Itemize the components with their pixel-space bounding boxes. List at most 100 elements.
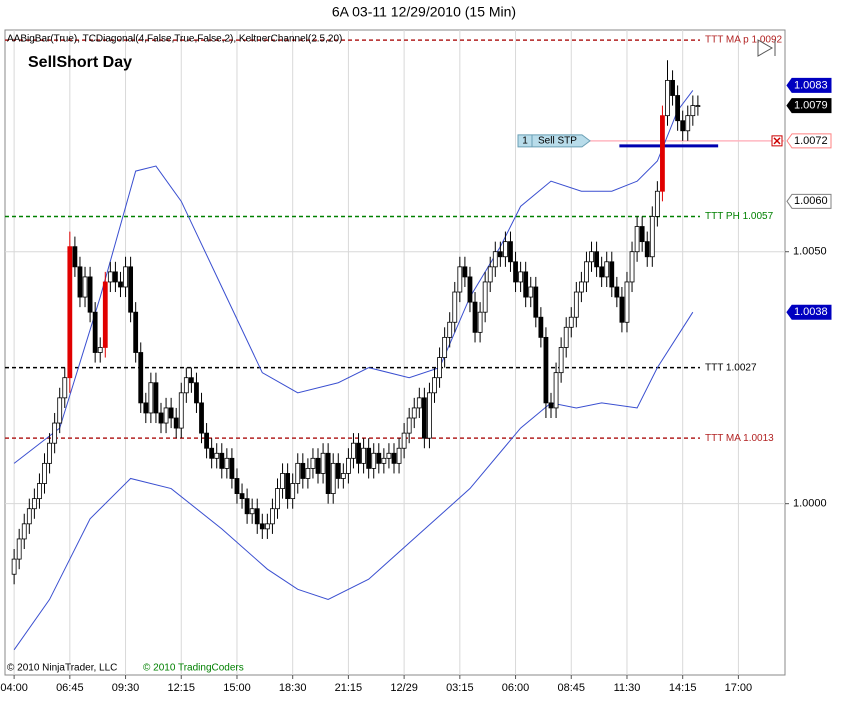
candle-body [376, 452, 382, 464]
candle-body [629, 251, 635, 283]
x-tick-label: 12:15 [167, 682, 195, 694]
price-marker-label: 1.0060 [794, 195, 828, 207]
candle-body [158, 412, 164, 424]
candle-body [325, 452, 331, 494]
band-line [13, 311, 694, 651]
candle-body [224, 457, 230, 469]
candle-body [381, 457, 387, 464]
candle-body [432, 377, 437, 394]
candle-body [31, 498, 37, 510]
candle-body [508, 241, 513, 263]
candle-body [153, 382, 159, 414]
cancel-x [773, 137, 781, 145]
candle-body [609, 261, 615, 288]
x-tick-label: 17:00 [725, 682, 753, 694]
candle-body [366, 447, 372, 469]
order-cancel[interactable] [771, 135, 783, 147]
candle-body [52, 422, 58, 444]
candle-body [26, 508, 32, 525]
candle-body [406, 417, 412, 434]
price-marker-box [786, 77, 832, 93]
x-tick-label: 04:00 [0, 682, 28, 694]
price-marker-box [786, 193, 832, 209]
candle-body [351, 442, 356, 459]
candle-body [37, 483, 42, 500]
candle-body [533, 286, 539, 318]
candle-body [199, 402, 204, 434]
candle-body [219, 452, 225, 469]
level-label: TTT PH 1.0057 [705, 211, 774, 222]
candle-body [437, 357, 442, 379]
price-marker-label: 1.0038 [794, 306, 828, 318]
candle-body [695, 105, 701, 107]
candle-body [148, 382, 154, 414]
strategy-label: SellShort Day [28, 54, 132, 71]
candle-body [624, 281, 630, 323]
candle-body [82, 276, 88, 298]
candle-body [204, 432, 209, 449]
candle-body [143, 402, 149, 414]
candle-body [123, 266, 128, 288]
candle-body [477, 311, 483, 333]
candle-body [128, 266, 134, 313]
candle-body [335, 462, 341, 479]
candle-body [416, 397, 422, 409]
price-marker-box [786, 98, 832, 114]
candle-body [660, 115, 665, 192]
candle-body [249, 508, 255, 515]
candle-body [614, 286, 620, 298]
level-label: TTT MA p 1.0092 [705, 35, 783, 46]
vendor: © 2010 TradingCoders [143, 663, 244, 674]
candle-body [497, 251, 503, 258]
level-label: TTT 1.0027 [705, 362, 757, 373]
main-layer: 04:00 06:45 09:30 12:15 15:00 18:30 21:15 12/29… [0, 35, 832, 694]
copyright: © 2010 NinjaTrader, LLC [7, 663, 117, 674]
candle-body [558, 347, 564, 374]
candle-body [280, 473, 285, 489]
candle-body [685, 115, 691, 132]
x-tick-label: 03:15 [446, 682, 474, 694]
candle-body [340, 473, 346, 479]
candle-body [487, 266, 493, 283]
candle-body [599, 266, 605, 278]
candle-body [163, 407, 169, 424]
candle-body [513, 261, 518, 283]
x-tick-label: 06:45 [56, 682, 84, 694]
candle-body [538, 316, 544, 338]
candle-body [118, 281, 123, 288]
candle-body [462, 266, 468, 278]
price-marker-label: 1.0083 [794, 79, 828, 91]
candle-body [113, 271, 118, 283]
candle-body [62, 377, 68, 399]
candle-body [568, 316, 574, 328]
x-tick-label: 12/29 [390, 682, 418, 694]
scroll-end-icon[interactable] [757, 39, 776, 57]
candle-body [285, 473, 291, 500]
candle-body [320, 452, 326, 474]
y-tick-label: 1.0000 [793, 498, 827, 510]
candle-body [584, 261, 589, 283]
candle-body [194, 382, 199, 404]
candle-body [42, 462, 47, 484]
candle-body [168, 407, 174, 419]
candle-body [229, 457, 235, 479]
price-marker-box [786, 304, 832, 320]
indicator-label: AABigBar(True), TCDiagonal(4,False,True,… [7, 34, 342, 45]
chart-title: 6A 03-11 12/29/2010 (15 Min) [332, 4, 516, 20]
candle-body [649, 216, 655, 258]
candle-body [518, 271, 524, 283]
candle-body [361, 447, 366, 464]
candle-body [675, 95, 681, 122]
x-tick-label: 14:15 [669, 682, 697, 694]
candle-body [11, 558, 17, 575]
candle-body [188, 377, 194, 384]
price-marker-label: 1.0079 [794, 99, 828, 111]
candle-body [346, 457, 351, 474]
candle-body [173, 417, 179, 429]
y-tick-label: 1.0050 [793, 246, 827, 258]
candle-body [482, 281, 488, 313]
candle-body [315, 457, 321, 474]
candle-body [67, 246, 73, 379]
candle-body [503, 241, 508, 258]
